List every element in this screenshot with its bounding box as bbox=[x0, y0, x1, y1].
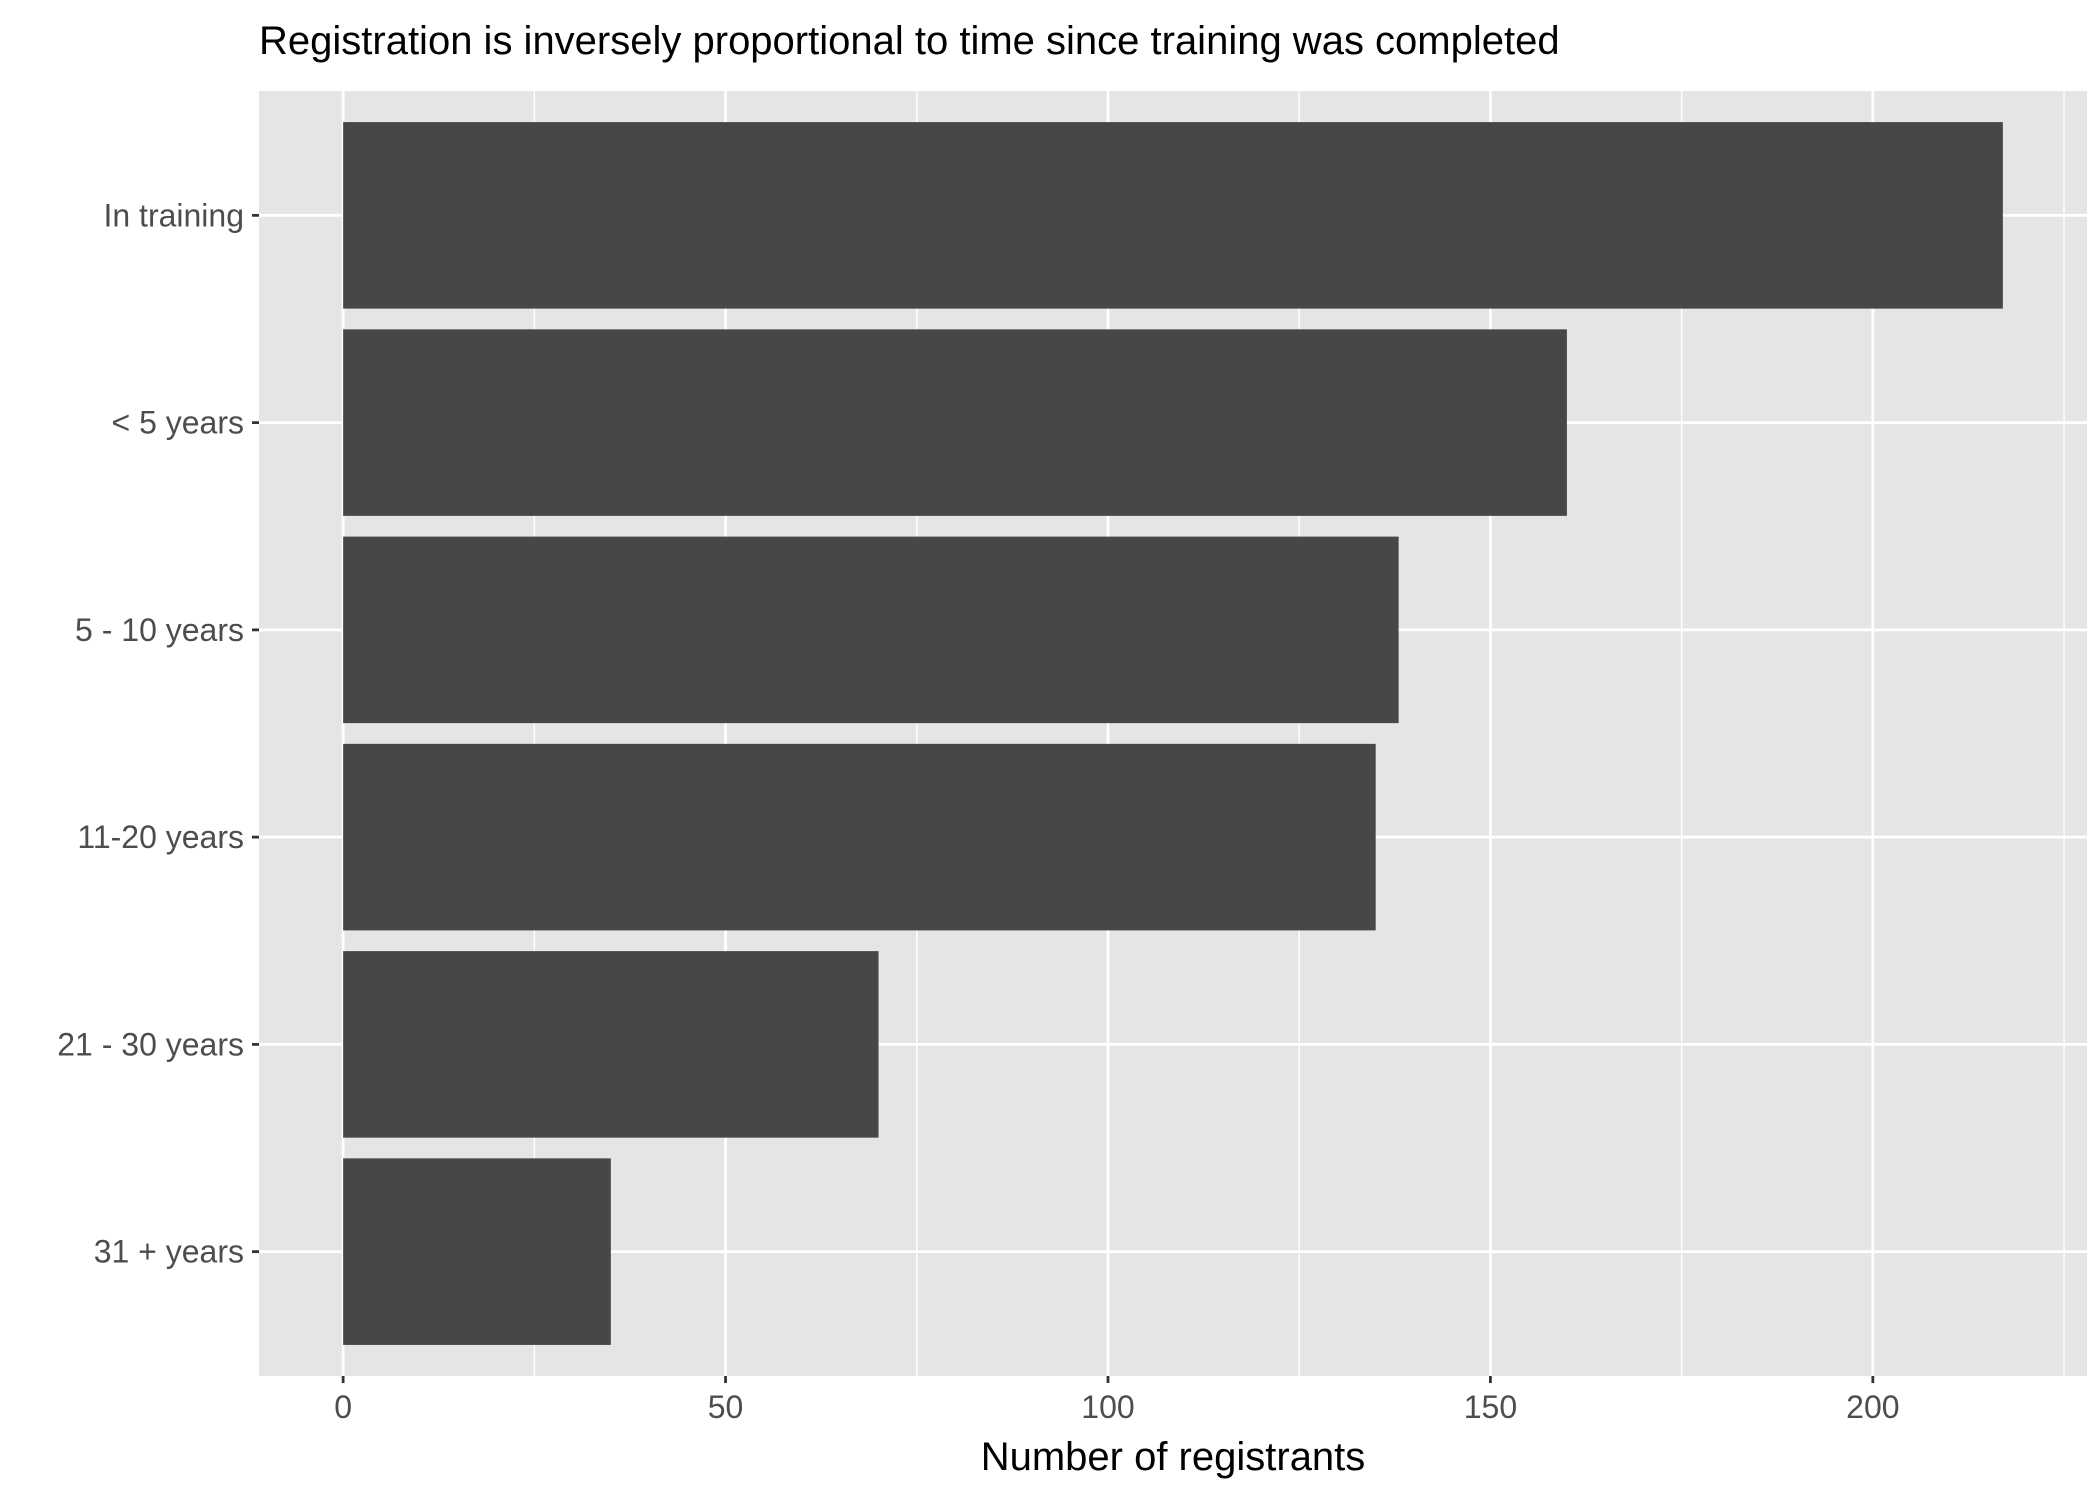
x-axis: 0 50 100 150 200 bbox=[334, 1376, 1900, 1425]
bar bbox=[343, 122, 2003, 309]
bars bbox=[343, 122, 2003, 1345]
y-tick-label: 21 - 30 years bbox=[57, 1026, 244, 1062]
bar bbox=[343, 536, 1399, 724]
x-tick-label: 200 bbox=[1846, 1389, 1899, 1425]
bar bbox=[343, 1158, 611, 1345]
x-axis-title: Number of registrants bbox=[981, 1435, 1366, 1479]
y-tick-label: 11-20 years bbox=[77, 819, 244, 855]
bar bbox=[343, 951, 879, 1138]
y-tick-label: In training bbox=[103, 197, 244, 233]
x-tick-label: 0 bbox=[334, 1389, 352, 1425]
chart-title: Registration is inversely proportional t… bbox=[259, 19, 1560, 63]
y-tick-label: 5 - 10 years bbox=[75, 612, 244, 648]
x-tick-label: 50 bbox=[708, 1389, 744, 1425]
y-tick-label: 31 + years bbox=[94, 1234, 244, 1270]
bar bbox=[343, 329, 1567, 516]
bar bbox=[343, 743, 1376, 931]
x-tick-label: 100 bbox=[1081, 1389, 1134, 1425]
x-tick-label: 150 bbox=[1464, 1389, 1517, 1425]
y-tick-label: < 5 years bbox=[111, 405, 244, 441]
y-axis: In training < 5 years 5 - 10 years 11-20 ye… bbox=[57, 197, 259, 1270]
